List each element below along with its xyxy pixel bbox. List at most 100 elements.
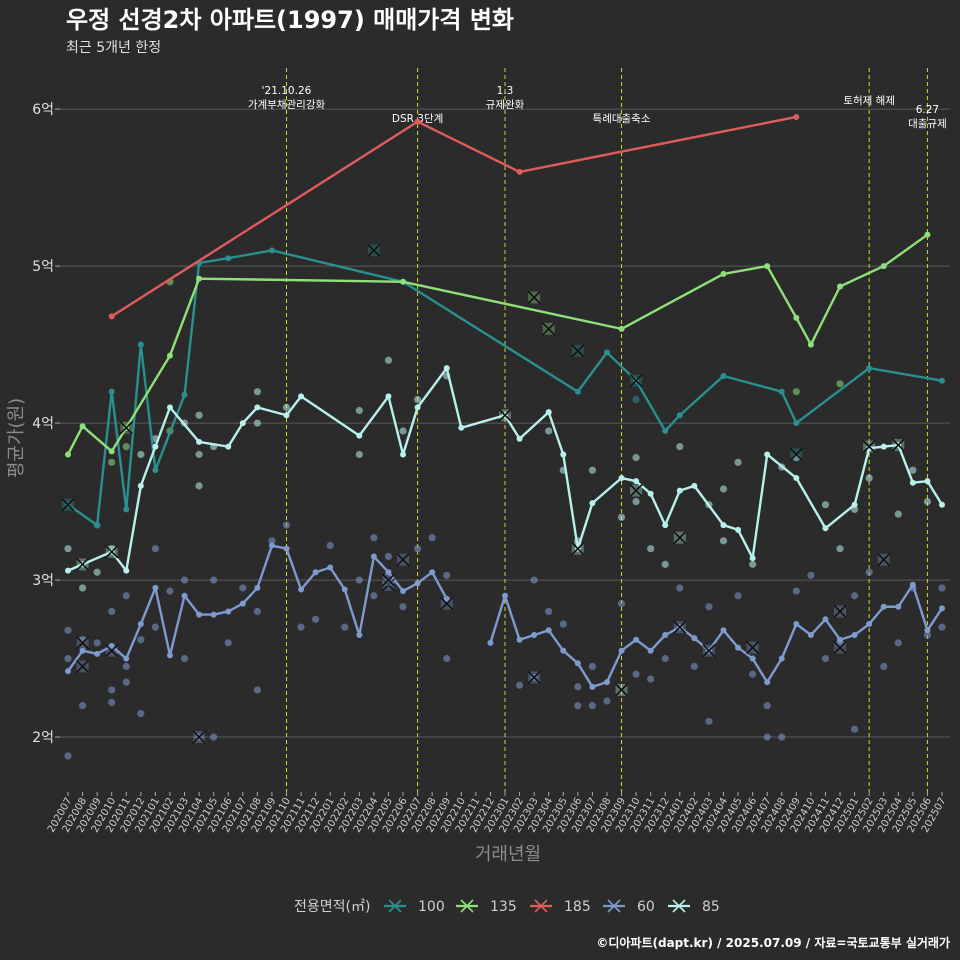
scatter-point	[530, 576, 538, 584]
scatter-point	[399, 603, 407, 611]
scatter-point	[370, 592, 378, 600]
series-point-85	[764, 451, 771, 458]
series-point-100	[108, 388, 115, 395]
scatter-point	[166, 587, 174, 595]
scatter-point	[355, 576, 363, 584]
scatter-point	[93, 568, 101, 576]
series-point-85	[137, 482, 144, 489]
scatter-point	[137, 709, 145, 718]
y-axis: 2억 3억 4억 5억 6억	[32, 102, 60, 746]
series-point-85	[225, 443, 232, 450]
series-point-60	[502, 592, 508, 599]
series-point-85	[676, 487, 683, 494]
scatter-point	[749, 670, 757, 678]
series-point-85	[939, 501, 945, 508]
series-point-85	[589, 500, 596, 507]
cross-marker	[833, 641, 847, 655]
cross-marker	[105, 545, 119, 559]
series-point-85	[65, 567, 71, 574]
scatter-point	[108, 698, 116, 707]
series-point-60	[662, 632, 669, 639]
series-point-60	[574, 660, 581, 667]
event-label: 6.27 대출규제	[908, 104, 947, 130]
scatter-point	[443, 654, 451, 663]
cross-marker	[192, 730, 206, 744]
scatter-point	[749, 560, 757, 568]
scatter-point	[122, 592, 130, 600]
scatter-point	[253, 607, 261, 616]
scatter-point	[282, 521, 291, 529]
scatter-points	[64, 278, 946, 760]
series-point-85	[647, 490, 654, 497]
legend-label: 185	[564, 899, 591, 915]
cross-marker	[381, 573, 396, 587]
scatter-point	[355, 450, 363, 459]
scatter-point	[588, 662, 597, 671]
series-point-60	[939, 605, 945, 612]
scatter-point	[93, 639, 101, 647]
series-point-85	[516, 435, 523, 442]
y-tick-label: 3억	[32, 573, 54, 589]
cross-marker	[367, 243, 381, 257]
cross-marker	[105, 644, 119, 658]
scatter-point	[78, 584, 87, 592]
scatter-point	[515, 681, 524, 689]
series-point-100	[137, 341, 144, 348]
scatter-point	[180, 654, 189, 663]
series-point-60	[778, 655, 785, 662]
series-point-85	[385, 393, 392, 400]
scatter-point	[851, 725, 859, 733]
series-point-60	[793, 621, 800, 628]
series-point-60	[312, 569, 319, 576]
series-point-85	[618, 475, 625, 482]
scatter-point	[836, 545, 844, 553]
series-point-85	[298, 393, 305, 400]
scatter-point	[224, 639, 232, 647]
scatter-point	[151, 545, 159, 553]
scatter-point	[180, 576, 189, 584]
series-point-60	[239, 600, 246, 607]
scatter-point	[559, 620, 567, 628]
series-point-60	[79, 647, 86, 654]
series-point-85	[166, 404, 173, 411]
legend: 전용면적(㎡) 100 135 185 60 85	[294, 899, 720, 915]
cross-marker	[527, 290, 541, 305]
legend-cross	[460, 899, 474, 913]
series-point-135	[166, 352, 173, 359]
series-point-60	[837, 636, 844, 643]
legend-label: 60	[637, 899, 655, 915]
cross-marker	[702, 644, 716, 658]
series-point-60	[647, 647, 654, 654]
scatter-point	[617, 600, 626, 608]
scatter-point	[574, 683, 582, 691]
scatter-point	[690, 662, 698, 671]
scatter-point	[588, 466, 597, 474]
scatter-point	[836, 380, 844, 388]
scatter-point	[647, 675, 655, 683]
series-point-85	[123, 567, 130, 574]
event-label: 특례대출축소	[593, 113, 651, 125]
cross-marker	[440, 597, 454, 611]
scatter-point	[734, 458, 742, 466]
series-point-60	[807, 632, 814, 639]
cross-marker	[673, 531, 687, 545]
series-point-100	[574, 388, 581, 395]
series-point-135	[65, 451, 71, 458]
series-point-185	[414, 118, 421, 125]
scatter-point	[253, 388, 261, 396]
series-point-100	[94, 522, 101, 529]
series-point-60	[196, 611, 203, 618]
series-point-60	[487, 639, 494, 646]
cross-marker	[61, 498, 75, 512]
scatter-point	[341, 623, 349, 631]
scatter-point	[894, 510, 902, 518]
legend-title: 전용면적(㎡)	[294, 899, 370, 915]
scatter-point	[414, 545, 422, 553]
series-point-60	[735, 644, 742, 651]
scatter-point	[705, 603, 713, 611]
series-point-60	[924, 627, 931, 634]
series-point-85	[400, 451, 407, 458]
x-axis-title: 거래년월	[475, 844, 541, 865]
scatter-point	[792, 587, 800, 595]
